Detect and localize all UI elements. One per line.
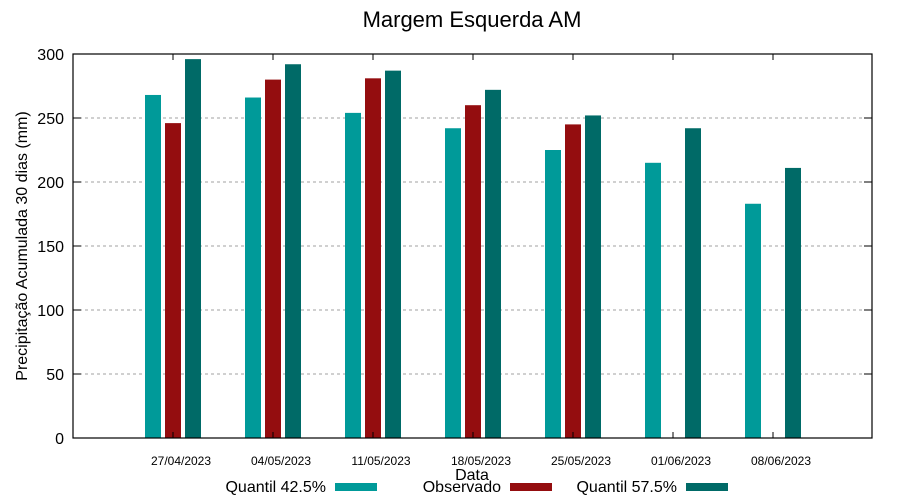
- legend-item: Quantil 57.5%: [576, 479, 728, 496]
- bar-quantil-57-5-: [185, 59, 201, 439]
- y-tick-label: 0: [55, 431, 64, 448]
- legend: Quantil 42.5% Observado Quantil 57.5%: [225, 479, 728, 496]
- bar-observado: [165, 123, 181, 439]
- x-tick-label: 25/05/2023: [551, 454, 611, 468]
- x-tick-label: 11/05/2023: [351, 454, 410, 468]
- x-tick-label: 27/04/2023: [151, 454, 211, 468]
- bar-quantil-57-5-: [585, 115, 601, 438]
- bar-quantil-42-5-: [545, 150, 561, 438]
- bar-observado: [565, 124, 581, 439]
- legend-swatch: [510, 483, 552, 491]
- y-tick-label: 150: [37, 239, 64, 256]
- y-axis-ticks: 0 50 100 150 200 250 300: [37, 47, 872, 448]
- bar-quantil-42-5-: [245, 97, 261, 439]
- bar-quantil-57-5-: [385, 70, 401, 438]
- legend-item: Observado: [423, 479, 552, 496]
- bar-quantil-42-5-: [745, 203, 761, 438]
- bar-quantil-42-5-: [145, 94, 161, 439]
- bar-observado: [265, 79, 281, 438]
- bar-quantil-42-5-: [445, 128, 461, 439]
- y-tick-label: 250: [37, 111, 64, 128]
- x-axis-ticks: 27/04/2023 04/05/2023 11/05/2023 18/05/2023…: [151, 54, 811, 468]
- legend-swatch: [686, 483, 728, 491]
- bar-quantil-57-5-: [485, 89, 501, 438]
- bar-quantil-42-5-: [645, 162, 661, 439]
- legend-label: Observado: [423, 479, 501, 496]
- bar-observado: [365, 78, 381, 438]
- gridlines: [73, 117, 872, 375]
- bar-quantil-57-5-: [685, 128, 701, 439]
- legend-swatch: [335, 483, 377, 491]
- bar-quantil-42-5-: [345, 112, 361, 438]
- legend-label: Quantil 57.5%: [576, 479, 677, 496]
- y-tick-label: 100: [37, 303, 64, 320]
- bar-quantil-57-5-: [785, 167, 801, 439]
- y-tick-label: 300: [37, 47, 64, 64]
- x-tick-label: 18/05/2023: [451, 454, 511, 468]
- x-tick-label: 08/06/2023: [751, 454, 811, 468]
- legend-item: Quantil 42.5%: [225, 479, 377, 496]
- bars: [145, 59, 801, 439]
- bar-quantil-57-5-: [285, 64, 301, 439]
- x-axis-label: Data: [455, 467, 489, 484]
- chart-title: Margem Esquerda AM: [363, 7, 582, 32]
- y-tick-label: 200: [37, 175, 64, 192]
- y-tick-label: 50: [46, 367, 64, 384]
- x-tick-label: 01/06/2023: [651, 454, 711, 468]
- y-axis-label: Precipitação Acumulada 30 dias (mm): [14, 111, 31, 380]
- legend-label: Quantil 42.5%: [225, 479, 326, 496]
- bar-observado: [465, 105, 481, 438]
- x-tick-label: 04/05/2023: [251, 454, 311, 468]
